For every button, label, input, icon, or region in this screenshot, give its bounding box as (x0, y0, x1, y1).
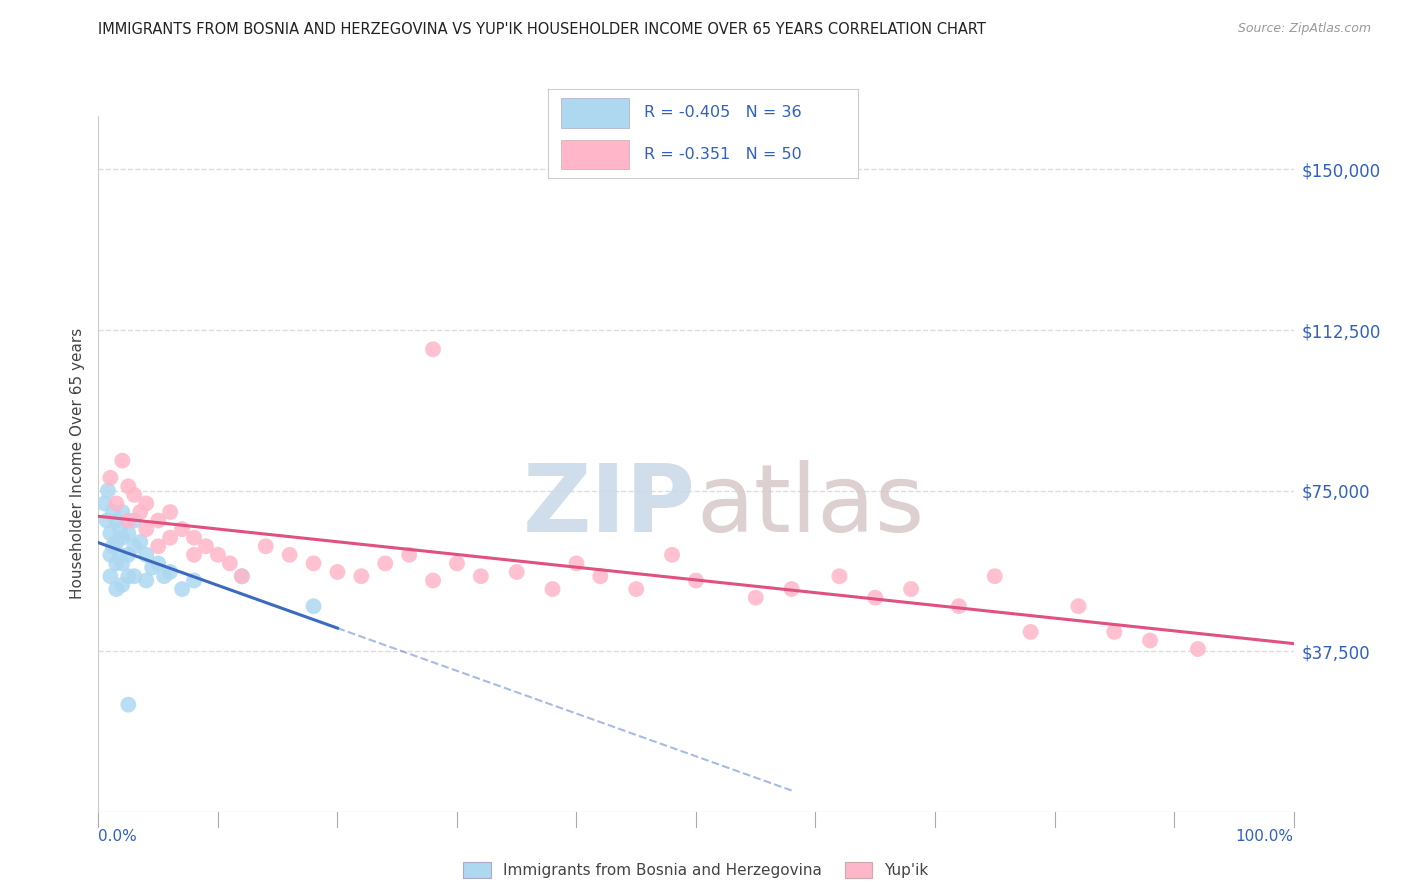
Point (159, 505, 181, 519)
Point (863, 591, 887, 605)
Text: Source: ZipAtlas.com: Source: ZipAtlas.com (1237, 22, 1371, 36)
Point (98, 548, 122, 562)
Point (374, 557, 396, 571)
Point (148, 557, 170, 571)
Point (194, 539, 218, 553)
Text: atlas: atlas (696, 459, 924, 551)
Point (117, 514, 139, 528)
Point (124, 514, 146, 528)
Point (1067, 599, 1090, 614)
Point (124, 569, 146, 583)
Point (117, 569, 139, 583)
Point (231, 569, 253, 583)
Point (101, 505, 124, 519)
Legend: Immigrants from Bosnia and Herzegovina, Yup'ik: Immigrants from Bosnia and Herzegovina, … (457, 856, 935, 884)
Point (626, 582, 648, 596)
Bar (561, 98, 628, 128)
Point (108, 548, 131, 562)
Point (97, 483, 120, 498)
Point (470, 569, 492, 583)
Point (108, 522, 131, 536)
Point (1102, 624, 1125, 639)
Point (984, 569, 1007, 583)
Point (254, 539, 277, 553)
Point (105, 535, 128, 549)
Point (685, 574, 707, 588)
Point (661, 548, 683, 562)
Point (302, 557, 325, 571)
Point (1019, 624, 1042, 639)
Point (111, 453, 134, 467)
Point (124, 488, 146, 502)
Point (101, 539, 124, 553)
Point (135, 496, 157, 510)
Point (135, 522, 157, 536)
Point (135, 548, 157, 562)
Point (105, 557, 128, 571)
Point (1139, 633, 1161, 648)
Point (422, 574, 444, 588)
Point (141, 560, 163, 574)
Point (159, 565, 181, 579)
Point (219, 557, 242, 571)
Point (422, 343, 444, 357)
Point (111, 557, 134, 571)
Point (183, 531, 205, 545)
Point (900, 582, 922, 596)
Point (589, 569, 612, 583)
Point (148, 514, 170, 528)
Point (111, 578, 134, 592)
Point (780, 582, 803, 596)
Point (135, 574, 157, 588)
Point (350, 569, 373, 583)
Point (506, 565, 529, 579)
Point (96, 514, 118, 528)
Point (148, 539, 170, 553)
Point (745, 591, 768, 605)
Text: ZIP: ZIP (523, 459, 696, 551)
Point (129, 505, 152, 519)
Point (111, 531, 134, 545)
Point (111, 505, 134, 519)
Bar (561, 140, 628, 169)
Point (446, 557, 468, 571)
Point (565, 557, 588, 571)
Point (98, 526, 122, 541)
Point (117, 698, 139, 712)
Point (117, 479, 139, 493)
Point (326, 565, 349, 579)
Point (183, 574, 205, 588)
Point (93, 496, 115, 510)
Point (105, 514, 128, 528)
Point (278, 548, 301, 562)
Point (129, 535, 152, 549)
Point (98, 471, 122, 485)
Point (117, 526, 139, 541)
Point (172, 582, 194, 596)
Point (207, 548, 229, 562)
Point (828, 569, 851, 583)
Text: 100.0%: 100.0% (1236, 830, 1294, 844)
Point (159, 531, 181, 545)
Point (117, 548, 139, 562)
Text: IMMIGRANTS FROM BOSNIA AND HERZEGOVINA VS YUP'IK HOUSEHOLDER INCOME OVER 65 YEAR: IMMIGRANTS FROM BOSNIA AND HERZEGOVINA V… (98, 22, 986, 37)
Point (1187, 642, 1209, 657)
Point (153, 569, 176, 583)
Point (172, 522, 194, 536)
Point (105, 496, 128, 510)
Point (302, 599, 325, 614)
Point (98, 569, 122, 583)
Point (124, 539, 146, 553)
Text: R = -0.351   N = 50: R = -0.351 N = 50 (644, 147, 801, 162)
Point (231, 569, 253, 583)
Point (398, 548, 420, 562)
Point (183, 548, 205, 562)
Y-axis label: Householder Income Over 65 years: Householder Income Over 65 years (70, 328, 86, 599)
Point (541, 582, 564, 596)
Point (948, 599, 970, 614)
Point (105, 582, 128, 596)
Text: 0.0%: 0.0% (98, 830, 138, 844)
Text: R = -0.405   N = 36: R = -0.405 N = 36 (644, 105, 801, 120)
